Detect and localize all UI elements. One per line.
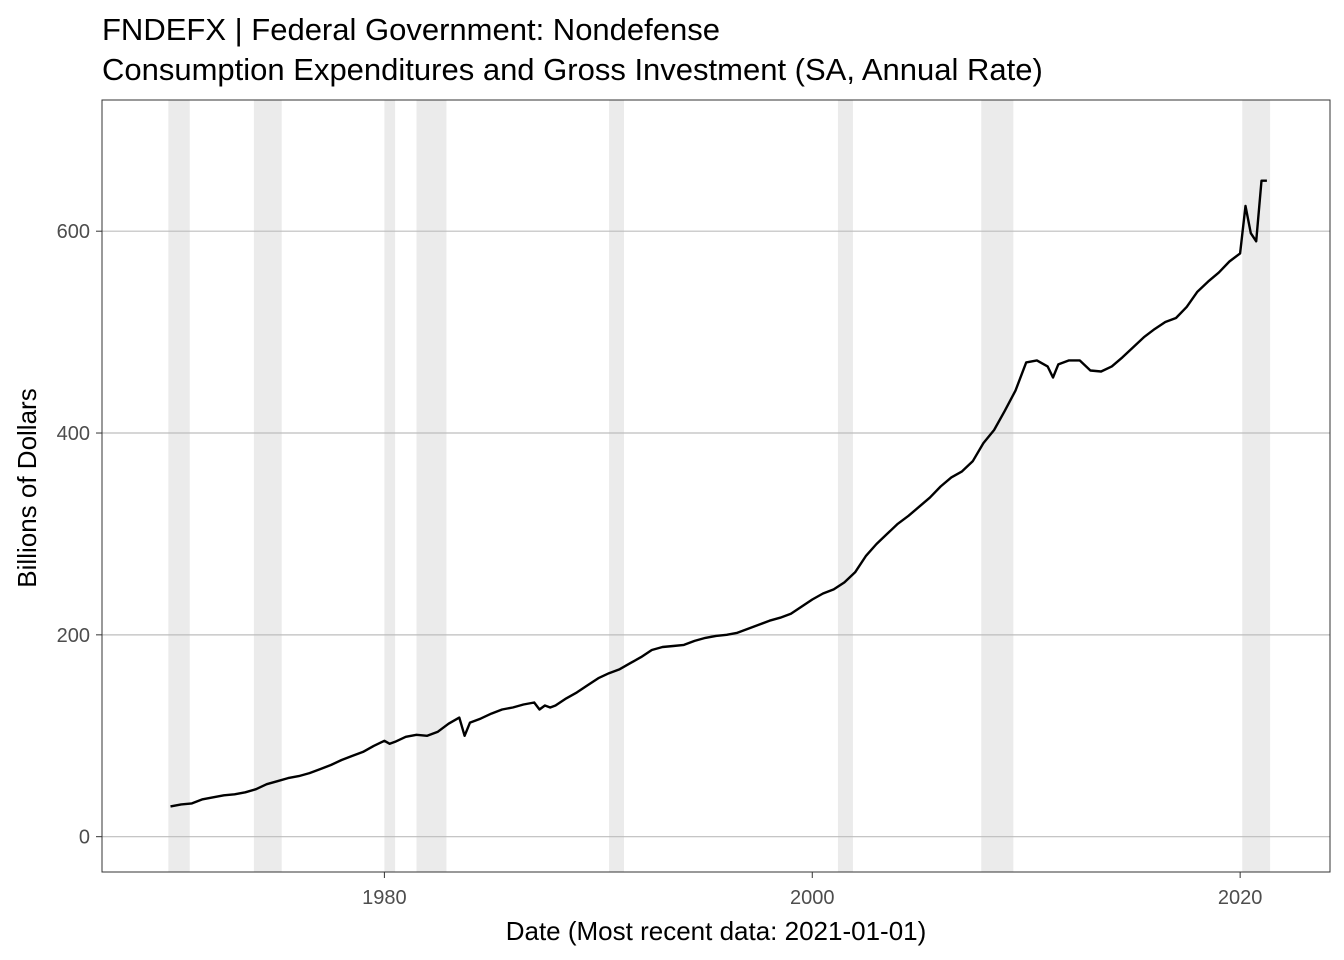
y-axis-ticks: 0 200 400 600 xyxy=(57,221,102,849)
y-tick-label-0: 0 xyxy=(79,827,90,849)
recession-band-5 xyxy=(609,100,625,872)
recession-band-7 xyxy=(981,100,1014,872)
recession-band-3 xyxy=(384,100,396,872)
recession-band-4 xyxy=(416,100,447,872)
x-axis-ticks: 1980 2000 2020 xyxy=(362,872,1262,909)
recession-band-2 xyxy=(253,100,282,872)
recession-band-1 xyxy=(168,100,190,872)
y-tick-label-200: 200 xyxy=(57,625,90,647)
y-gridlines xyxy=(102,230,1330,838)
panel-border xyxy=(101,99,1331,873)
y-axis-title: Billions of Dollars xyxy=(12,388,42,587)
series-line xyxy=(170,179,1267,808)
x-tick-label-1980: 1980 xyxy=(362,887,407,909)
chart-title: FNDEFX | Federal Government: Nondefense xyxy=(102,12,720,47)
recession-bands xyxy=(168,100,1271,872)
y-tick-label-400: 400 xyxy=(57,423,90,445)
x-axis-title: Date (Most recent data: 2021-01-01) xyxy=(506,916,927,946)
x-tick-label-2000: 2000 xyxy=(790,887,835,909)
x-tick-label-2020: 2020 xyxy=(1218,887,1263,909)
y-tick-label-600: 600 xyxy=(57,221,90,243)
chart-subtitle: Consumption Expenditures and Gross Inves… xyxy=(102,52,1043,87)
recession-band-6 xyxy=(837,100,853,872)
